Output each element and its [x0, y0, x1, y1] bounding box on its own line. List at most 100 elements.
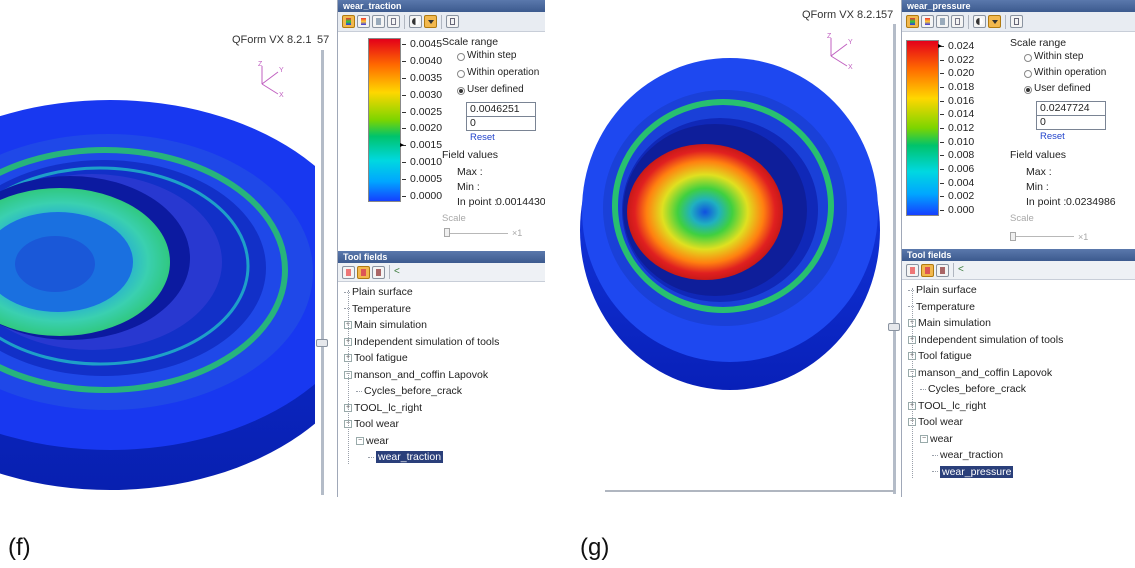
tree-item[interactable]: + TOOL_lc_right	[908, 398, 986, 414]
tree-item[interactable]: wear_pressure	[932, 464, 1014, 480]
tool-mesh-icon[interactable]	[372, 265, 385, 279]
color-map-icon[interactable]	[906, 15, 919, 28]
dropdown-icon[interactable]	[988, 15, 1001, 28]
user-defined-radio[interactable]	[1024, 86, 1032, 94]
tree-item[interactable]: − wear	[920, 431, 953, 447]
tree-item[interactable]: Temperature	[908, 299, 975, 315]
tree-link-icon[interactable]: <	[394, 266, 400, 277]
colorbar-tick	[940, 196, 944, 198]
figure-caption-g: (g)	[580, 534, 610, 561]
reset-link[interactable]: Reset	[470, 132, 495, 143]
scale-range-label: Scale range	[442, 36, 499, 48]
tree-item[interactable]: − manson_and_coffin Lapovok	[908, 365, 1052, 381]
colorbar-tick	[402, 162, 406, 164]
panel-icon[interactable]	[1010, 15, 1023, 28]
within-step-radio[interactable]	[457, 53, 465, 61]
color-map-icon[interactable]	[342, 15, 355, 28]
tree-item-label: Independent simulation of tools	[354, 335, 500, 348]
colorbar-tick-label: 0.0000	[410, 190, 443, 202]
scale-multiplier: ×1	[1078, 232, 1089, 242]
tool-field-icon[interactable]	[921, 263, 934, 277]
in-point-value: 0.0234986	[1066, 196, 1116, 208]
tree-item[interactable]: + Tool fatigue	[344, 350, 408, 366]
time-slider-track[interactable]	[893, 24, 896, 494]
scale-slider[interactable]: ×1	[902, 232, 1135, 249]
3d-viewport[interactable]	[0, 0, 315, 497]
colorbar-tick	[402, 77, 406, 79]
dropdown-icon[interactable]	[424, 15, 437, 28]
colorbar-tick-label: 0.0005	[410, 173, 443, 186]
legend-icon[interactable]	[936, 15, 949, 28]
tree-item[interactable]: + Independent simulation of tools	[344, 334, 499, 350]
contrast-icon[interactable]	[973, 15, 986, 28]
collapse-icon[interactable]: −	[920, 434, 928, 443]
tree-item[interactable]: wear_traction	[368, 449, 444, 465]
tree-link-icon[interactable]: <	[958, 264, 964, 275]
isolines-icon[interactable]	[357, 15, 370, 28]
scale-max-input[interactable]: 0.0046251	[466, 102, 536, 117]
field-legend: 0.0045 0.0040 0.0035 0.0030 0.0025 0.0020 0.00…	[338, 32, 545, 228]
scale-min-input[interactable]: 0	[1036, 115, 1106, 130]
tree-item[interactable]: + Independent simulation of tools	[908, 332, 1063, 348]
reset-link[interactable]: Reset	[1040, 131, 1065, 142]
scale-slider[interactable]: ×1	[338, 228, 545, 251]
isolines-icon[interactable]	[921, 15, 934, 28]
tree-item[interactable]: − wear	[356, 433, 389, 449]
die-render	[580, 58, 880, 390]
user-defined-label: User defined	[1034, 83, 1091, 94]
field-panel: wear_traction 0.0045 0.0040 0.0035 0.0030 0.…	[337, 0, 545, 497]
tree-item-label: Tool wear	[354, 418, 399, 430]
tree-item-label: Independent simulation of tools	[918, 333, 1064, 346]
tree-item-label: Main simulation	[918, 317, 991, 329]
tree-item[interactable]: Temperature	[344, 301, 411, 317]
time-slider-track[interactable]	[321, 50, 324, 495]
within-operation-radio[interactable]	[457, 70, 465, 78]
tree-item[interactable]: + Main simulation	[908, 315, 991, 331]
colorbar-tick	[940, 182, 944, 184]
tool-mesh-icon[interactable]	[936, 263, 949, 277]
scale-min-input[interactable]: 0	[466, 116, 536, 131]
tree-item[interactable]: Plain surface	[908, 282, 977, 298]
user-defined-radio[interactable]	[457, 87, 465, 95]
grid-icon[interactable]	[951, 15, 964, 28]
legend-icon[interactable]	[372, 15, 385, 28]
contrast-icon[interactable]	[409, 15, 422, 28]
panel-icon[interactable]	[446, 15, 459, 28]
tree-item[interactable]: + TOOL_lc_right	[344, 400, 422, 416]
within-step-radio[interactable]	[1024, 54, 1032, 62]
scale-max-input[interactable]: 0.0247724	[1036, 101, 1106, 116]
tool-fields-title: Tool fields	[338, 251, 545, 263]
tree-item[interactable]: Cycles_before_crack	[920, 381, 1026, 397]
within-operation-radio[interactable]	[1024, 70, 1032, 78]
colorbar-tick	[940, 87, 944, 88]
tool-display-icon[interactable]	[342, 265, 355, 279]
tool-field-icon[interactable]	[357, 265, 370, 279]
tree-item[interactable]: − manson_and_coffin Lapovok	[344, 367, 488, 383]
tree-item[interactable]: Plain surface	[344, 284, 413, 300]
colorbar-tick-label: 0.0035	[410, 71, 443, 84]
grid-icon[interactable]	[387, 15, 400, 28]
die-render	[0, 100, 315, 490]
time-slider-thumb[interactable]	[888, 323, 900, 331]
svg-text:Y: Y	[848, 39, 853, 46]
3d-viewport[interactable]	[575, 0, 895, 497]
tool-fields-toolbar: <	[338, 263, 545, 282]
colorbar-tick-label: 0.022	[948, 53, 975, 66]
tree-item-label: wear_traction	[940, 449, 1004, 461]
collapse-icon[interactable]: −	[356, 436, 364, 445]
tree-item[interactable]: Cycles_before_crack	[356, 383, 462, 399]
tree-item[interactable]: − Tool wear	[344, 416, 399, 432]
tree-item[interactable]: − Tool wear	[908, 414, 963, 430]
tool-display-icon[interactable]	[906, 263, 919, 277]
time-slider-thumb[interactable]	[316, 339, 328, 347]
colorbar-tick	[940, 59, 944, 61]
min-label: Min :	[1026, 181, 1049, 193]
tree-item[interactable]: wear_traction	[932, 447, 1003, 463]
tree-item[interactable]: + Tool fatigue	[908, 348, 972, 364]
field-legend: 0.024 0.022 0.020 0.018 0.016 0.014 0.012 0.010…	[902, 32, 1135, 232]
tool-fields-tree: Plain surface Temperature + Main simulation…	[902, 280, 1135, 480]
tree-item[interactable]: + Main simulation	[344, 317, 427, 333]
tool-fields-toolbar: <	[902, 261, 1135, 280]
colorbar-tick-label: 0.018	[948, 81, 975, 93]
max-label: Max :	[1026, 166, 1052, 178]
